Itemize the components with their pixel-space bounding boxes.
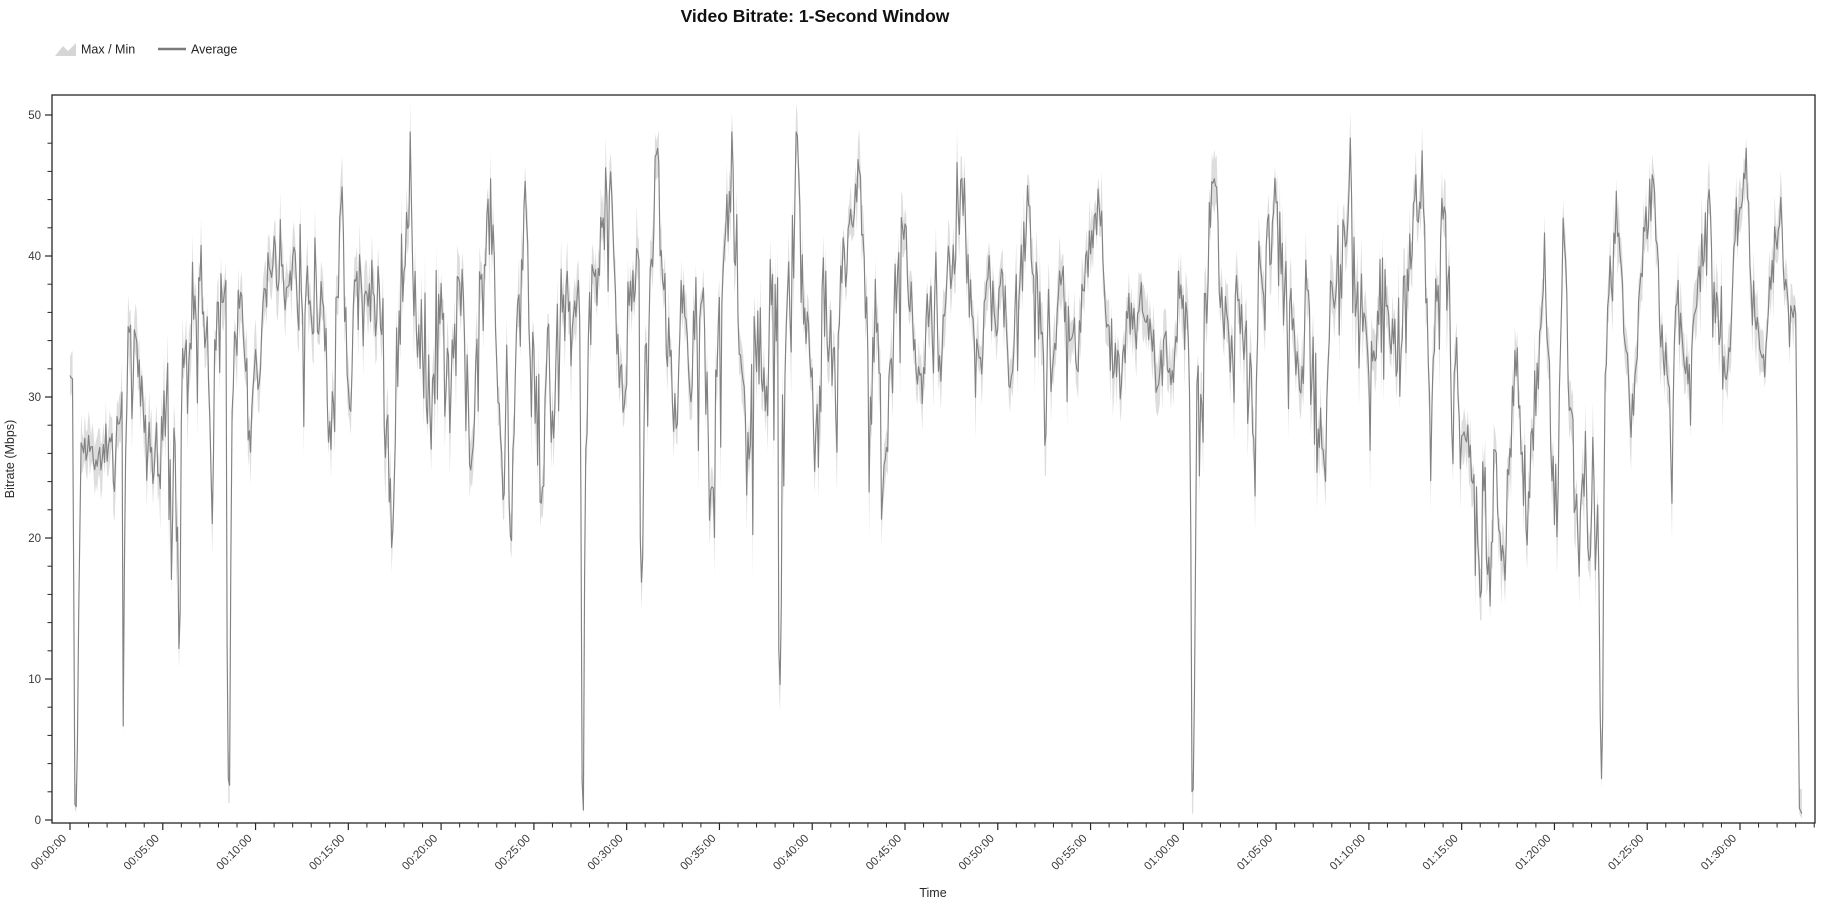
x-tick-label: 00:20:00 [400,833,440,873]
average-line [69,131,1803,814]
y-tick-label: 0 [35,815,41,827]
x-tick-label: 01:10:00 [1328,833,1368,873]
x-tick-label: 01:15:00 [1421,833,1461,873]
x-tick-label: 00:25:00 [493,833,533,873]
x-tick-label: 00:05:00 [122,833,162,873]
x-tick-label: 00:15:00 [307,833,347,873]
legend: Max / Min Average [55,43,237,57]
y-tick-label: 30 [28,392,41,404]
plot-frame [51,94,1816,824]
chart-title: Video Bitrate: 1-Second Window [681,6,950,26]
x-tick-label: 00:50:00 [957,833,997,873]
x-tick-label: 00:30:00 [586,833,626,873]
y-tick-label: 40 [28,251,41,263]
x-tick-label: 00:00:00 [29,833,69,873]
y-tick-label: 50 [28,110,41,122]
band-swatch-icon [55,43,76,56]
y-tick-label: 20 [28,533,41,545]
x-tick-label: 01:05:00 [1235,833,1275,873]
legend-item-average[interactable]: Average [158,43,237,57]
max-min-band [70,102,1802,819]
x-tick-label: 01:00:00 [1142,833,1182,873]
x-tick-label: 00:10:00 [215,833,255,873]
x-axis-title: Time [919,886,946,900]
x-tick-label: 00:55:00 [1050,833,1090,873]
plot-area[interactable] [69,102,1803,819]
x-tick-label: 01:20:00 [1513,833,1553,873]
x-tick-label: 00:40:00 [771,833,811,873]
x-tick-label: 00:45:00 [864,833,904,873]
x-tick-label: 01:30:00 [1699,833,1739,873]
legend-label-max-min: Max / Min [81,43,135,57]
y-axis-title: Bitrate (Mbps) [3,420,17,499]
x-tick-label: 00:35:00 [678,833,718,873]
legend-label-average: Average [191,43,237,57]
legend-item-max-min[interactable]: Max / Min [55,43,135,57]
y-tick-label: 10 [28,674,41,686]
x-tick-label: 01:25:00 [1606,833,1646,873]
axes: 00:00:00 00:05:00 00:10:00 00:15:00 00:20:00… [28,94,1816,873]
